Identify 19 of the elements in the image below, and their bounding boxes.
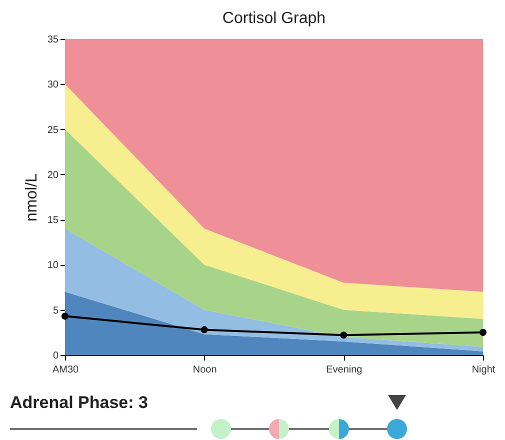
y-axis-title: nmol/L	[23, 173, 40, 222]
chart-title: Cortisol Graph	[222, 10, 326, 27]
y-tick-label: 5	[52, 305, 59, 316]
y-tick-label: 15	[47, 215, 59, 226]
y-tick-label: 10	[47, 260, 59, 272]
point	[479, 328, 487, 336]
text: Adrenal Phase: 3	[10, 393, 148, 413]
point	[340, 332, 348, 339]
y-tick-label: 35	[47, 34, 59, 46]
x-tick-label: Noon	[192, 364, 217, 376]
x-tick-label: Evening	[326, 364, 362, 376]
point	[61, 312, 69, 320]
point	[200, 326, 208, 334]
y-tick-label: 20	[47, 170, 59, 181]
y-tick-label: 30	[47, 80, 59, 91]
y-tick-label: 0	[52, 350, 59, 362]
x-tick-label: Night	[472, 364, 496, 376]
y-tick-label: 25	[47, 124, 59, 136]
x-tick-label: AM30	[52, 364, 79, 376]
